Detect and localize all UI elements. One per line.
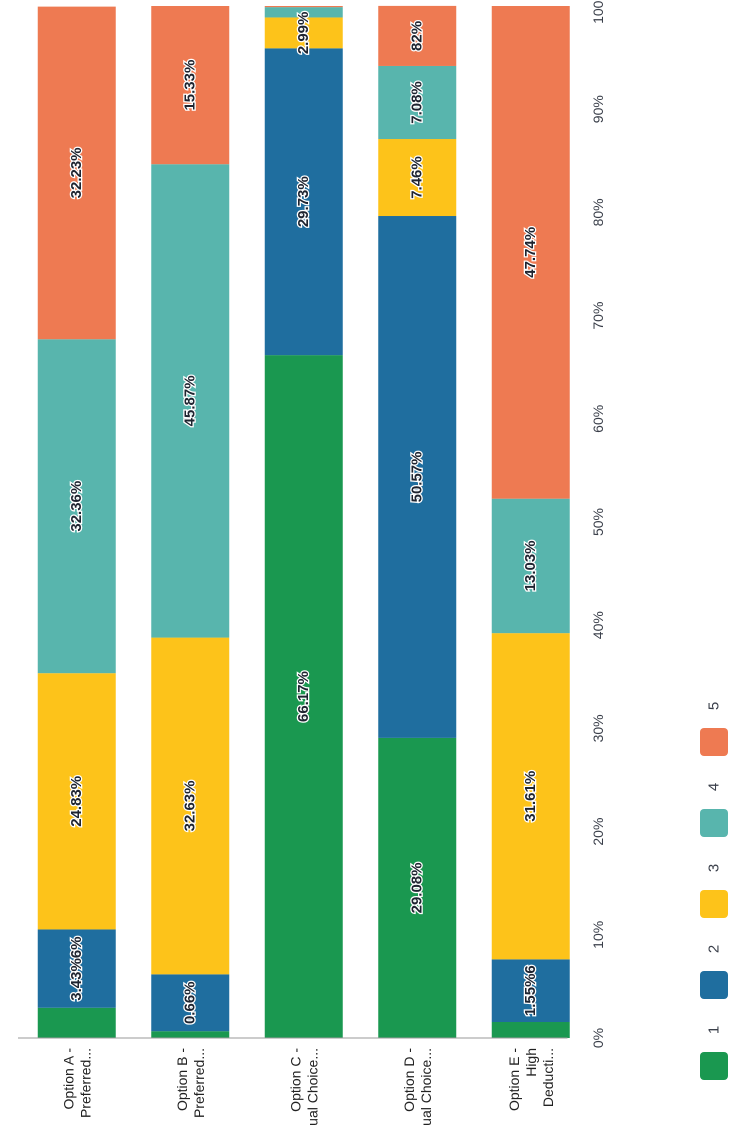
legend-item-5: 5 [700,702,728,756]
x-tick-label: 60% [590,405,606,433]
data-label: 7.46% [409,156,426,199]
data-label: 24.83% [68,776,85,827]
bar-segment-5-series-2 [491,959,570,1023]
x-tick-label: 90% [590,95,606,123]
x-tick-label: 70% [590,302,606,330]
bar-segment-3-series-2 [264,48,343,356]
legend-label: 1 [706,1026,723,1034]
data-label: 7.08% [409,81,426,124]
legend-swatch [700,1052,728,1080]
x-tick-label: 0% [590,1028,606,1048]
bar-segment-3-series-3 [264,17,343,49]
category-label-5: Option E - High Deducti... [506,1048,556,1111]
bar-segment-4-series-2 [378,216,457,738]
bar-segment-3-series-5 [264,6,343,8]
bar-segment-1-series-1 [37,1007,116,1038]
category-label-line: Dual Choice... [304,1048,320,1126]
bar-segment-1-series-3 [37,673,116,930]
data-label: 66.17% [295,671,312,722]
bar-segment-2-series-5 [151,6,230,165]
x-tick-label: 50% [590,508,606,536]
category-label-line: Deducti... [540,1048,556,1107]
data-label: 82% [409,21,426,51]
bar-segment-4-series-4 [378,65,457,140]
data-label: 47.74% [522,227,539,278]
bar-segment-1-series-5 [37,6,116,340]
bar-segment-4-series-3 [378,139,457,217]
data-label: 50.57% [409,452,426,503]
bar-segment-1-series-2 [37,929,116,1008]
x-tick-label: 20% [590,818,606,846]
bar-segment-5-series-5 [491,6,570,499]
bars-layer [37,5,570,1038]
legend-swatch [700,728,728,756]
bar-segment-4-series-5 [378,5,457,66]
category-label-line: Option A - [60,1048,76,1110]
category-label-line: High [523,1048,539,1077]
category-label-line: Option D - [401,1048,417,1112]
x-tick-label: 100% [590,0,606,24]
data-label: 32.63% [182,781,199,832]
legend-item-2: 2 [700,945,728,999]
data-label: 32.23% [68,147,85,198]
category-label-3: Option C - Dual Choice... [287,1048,320,1126]
data-label: 31.61% [522,771,539,822]
data-label: 13.03% [522,540,539,591]
bar-segment-4-series-1 [378,737,457,1038]
category-labels-layer: Option A - Preferred... Option B - Preferre… [60,1048,556,1126]
data-label: 2.99% [295,12,312,55]
data-labels-layer: 3.43%6% 24.83% 32.36% 32.23% 0.66% 32.63% 45.8… [67,10,541,1025]
bar-segment-3-series-1 [264,355,343,1038]
data-label: 29.08% [409,863,426,914]
category-label-line: Option C - [287,1048,303,1112]
bar-segment-5-series-4 [491,498,570,634]
category-label-line: Option E - [506,1048,522,1111]
legend-item-1: 1 [700,1026,728,1080]
legend-swatch [700,809,728,837]
bar-segment-5-series-1 [491,1022,570,1038]
data-label: 29.73% [295,176,312,227]
legend-item-3: 3 [700,864,728,918]
category-label-2: Option B - Preferred... [174,1048,207,1118]
x-tick-label: 30% [590,714,606,742]
category-label-line: Option B - [174,1048,190,1111]
bar-segment-1-series-4 [37,339,116,674]
legend-label: 2 [706,945,723,953]
x-tick-label: 40% [590,611,606,639]
bar-segment-2-series-1 [151,1031,230,1038]
bar-segment-2-series-3 [151,637,230,975]
legend-swatch [700,971,728,999]
category-label-line: Dual Choice... [418,1048,434,1126]
bar-segment-2-series-4 [151,164,230,638]
legend-item-4: 4 [700,783,728,837]
legend: 1 2 3 4 5 [700,702,728,1080]
x-tick-label: 80% [590,198,606,226]
bar-segment-2-series-2 [151,974,230,1032]
data-label: 0.66% [182,981,199,1024]
data-label: 32.36% [68,481,85,532]
bar-segment-3-series-4 [264,7,343,18]
category-label-1: Option A - Preferred... [60,1048,93,1118]
axis-layer: 0% 10% 20% 30% 40% 50% 60% 70% 80% 90% 100% [18,0,606,1048]
data-label: 3.43%6% [68,936,85,1000]
data-label: 15.33% [182,60,199,111]
category-label-4: Option D - Dual Choice... [401,1048,434,1126]
bar-segment-5-series-3 [491,633,570,960]
category-label-line: Preferred... [77,1048,93,1118]
legend-label: 5 [706,702,723,710]
legend-label: 3 [706,864,723,872]
category-label-line: Preferred... [191,1048,207,1118]
data-label: 45.87% [182,375,199,426]
legend-label: 4 [706,783,723,791]
legend-swatch [700,890,728,918]
x-tick-label: 10% [590,921,606,949]
data-label: 1.55%6 [522,965,539,1016]
